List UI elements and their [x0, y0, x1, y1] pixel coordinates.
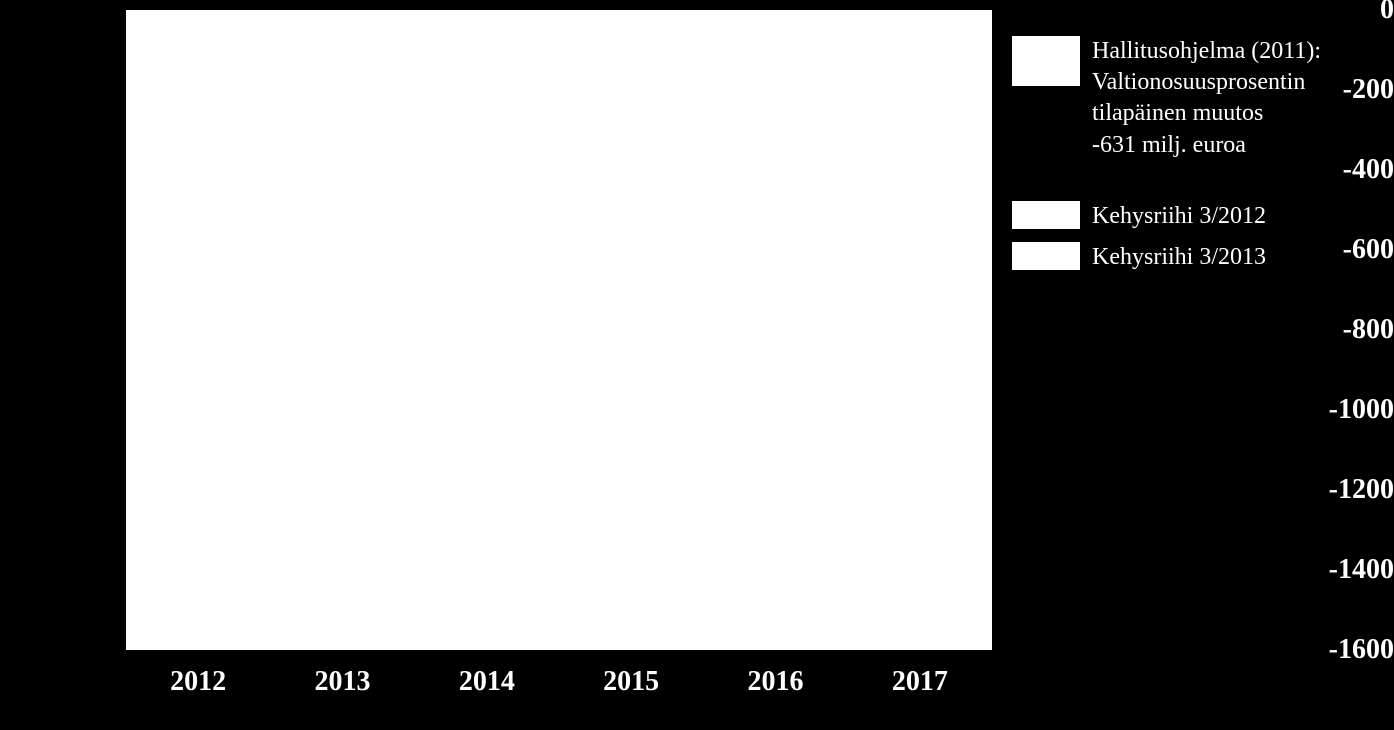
legend-item: Hallitusohjelma (2011): Valtionosuuspros…	[1012, 36, 1321, 161]
legend: Hallitusohjelma (2011): Valtionosuuspros…	[1012, 36, 1321, 273]
legend-item: Kehysriihi 3/2012	[1012, 201, 1321, 232]
x-tick-label: 2012	[170, 666, 226, 698]
y-tick-label: -1000	[1278, 394, 1394, 426]
legend-swatch	[1012, 242, 1080, 270]
y-tick-label: -1600	[1278, 634, 1394, 666]
y-tick-label: 0	[1278, 0, 1394, 26]
legend-label: Kehysriihi 3/2013	[1092, 242, 1266, 273]
x-tick-label: 2015	[603, 666, 659, 698]
y-tick-label: -800	[1278, 314, 1394, 346]
x-tick-label: 2017	[892, 666, 948, 698]
legend-label: Kehysriihi 3/2012	[1092, 201, 1266, 232]
legend-item: Kehysriihi 3/2013	[1012, 242, 1321, 273]
legend-swatch	[1012, 36, 1080, 86]
plot-area	[126, 10, 992, 650]
x-tick-label: 2016	[748, 666, 804, 698]
legend-label: Hallitusohjelma (2011): Valtionosuuspros…	[1092, 36, 1321, 161]
x-tick-label: 2014	[459, 666, 515, 698]
x-tick-label: 2013	[315, 666, 371, 698]
y-tick-label: -1400	[1278, 554, 1394, 586]
legend-swatch	[1012, 201, 1080, 229]
y-tick-label: -1200	[1278, 474, 1394, 506]
